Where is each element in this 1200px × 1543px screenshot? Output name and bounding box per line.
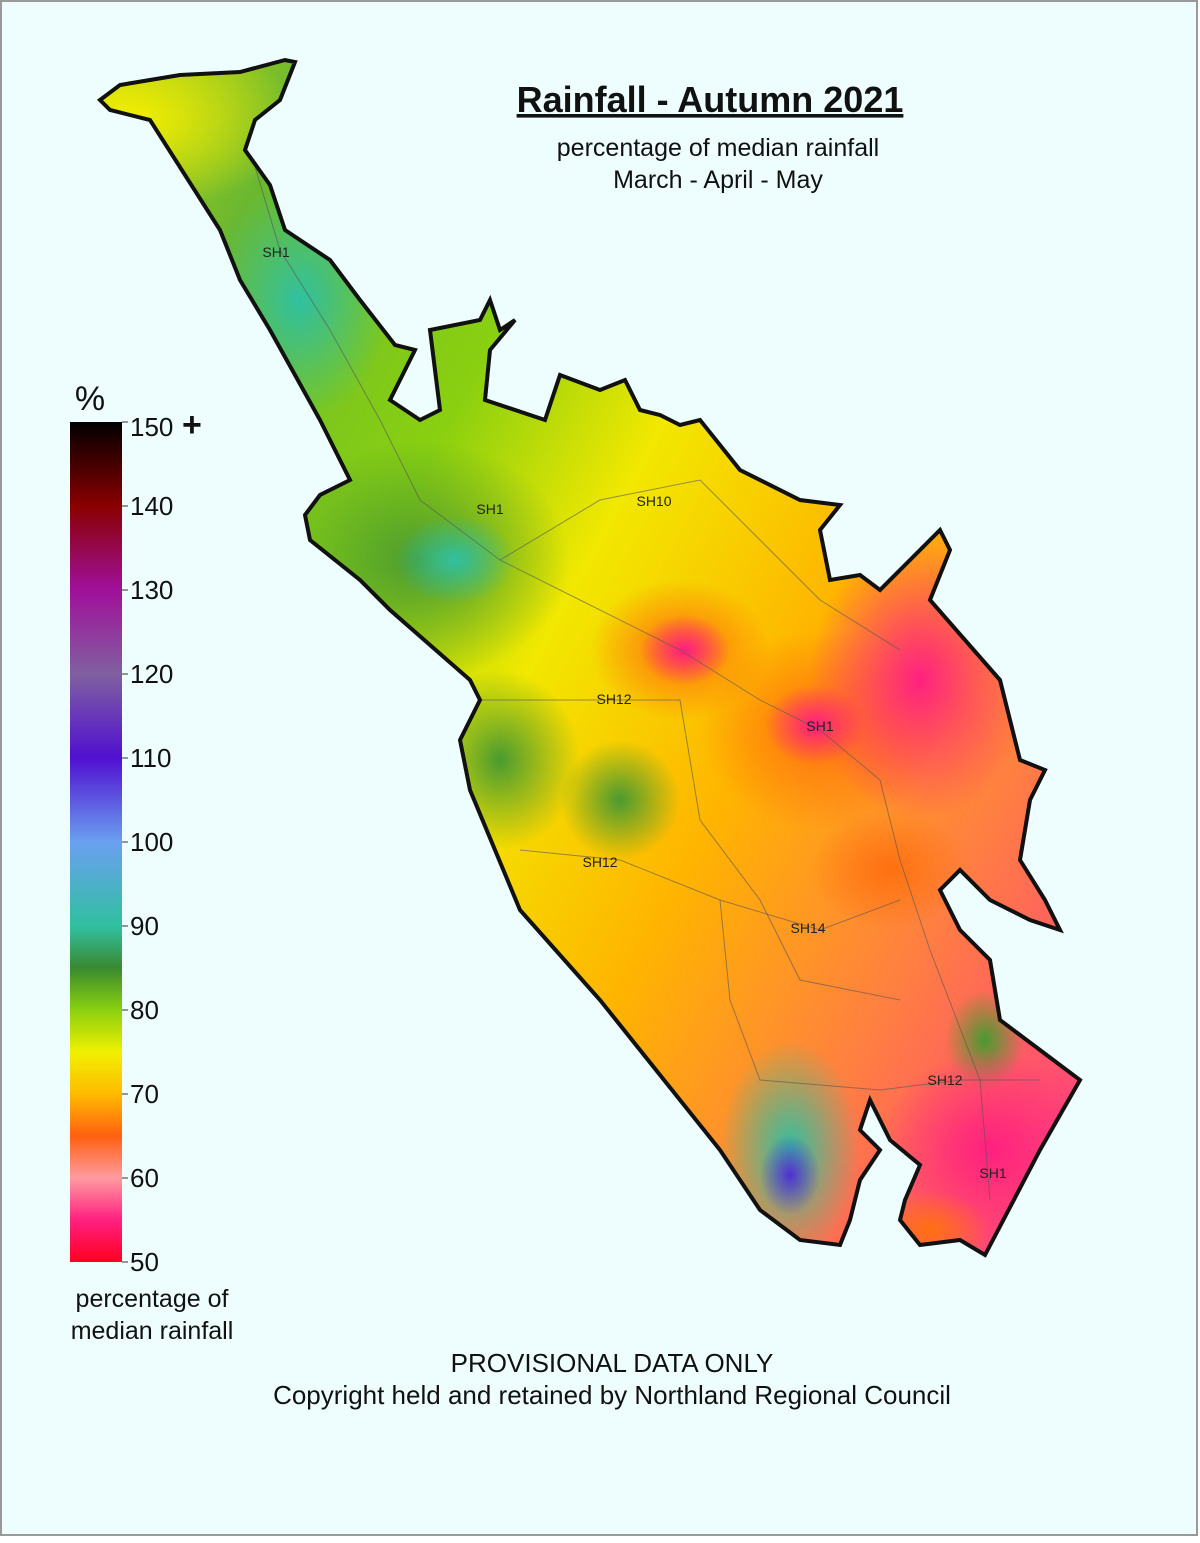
road-label: SH14 <box>790 920 825 936</box>
map-subtitle: percentage of median rainfall <box>557 134 879 162</box>
legend-tick-label: 140 <box>130 491 173 521</box>
road-label: SH10 <box>636 493 671 509</box>
road-label: SH12 <box>582 854 617 870</box>
legend-caption: median rainfall <box>71 1317 234 1345</box>
legend-tick-label: 150 <box>130 412 173 442</box>
legend-max-suffix: + <box>182 406 202 444</box>
road-label: SH1 <box>806 718 833 734</box>
legend-tick-label: 60 <box>130 1163 159 1193</box>
road-label: SH1 <box>979 1165 1006 1181</box>
legend-unit: % <box>75 380 105 418</box>
road-label: SH12 <box>927 1072 962 1088</box>
footer-note: PROVISIONAL DATA ONLY <box>451 1348 774 1378</box>
road-label: SH1 <box>476 501 503 517</box>
road-label: SH1 <box>262 244 289 260</box>
legend-tick-label: 110 <box>130 743 171 773</box>
legend-tick-label: 90 <box>130 911 159 941</box>
map-title: Rainfall - Autumn 2021 <box>517 79 904 120</box>
legend-tick-label: 120 <box>130 659 173 689</box>
footer-copyright: Copyright held and retained by Northland… <box>273 1380 951 1410</box>
legend-tick-label: 100 <box>130 827 173 857</box>
legend-tick-label: 50 <box>130 1247 159 1277</box>
legend: % + percentage of median rainfall 150 140… <box>70 380 233 1345</box>
road-label: SH12 <box>596 691 631 707</box>
color-scale <box>70 422 122 1262</box>
legend-caption: percentage of <box>76 1285 229 1313</box>
map-period: March - April - May <box>613 166 823 194</box>
legend-tick-label: 70 <box>130 1079 159 1109</box>
legend-tick-label: 80 <box>130 995 159 1025</box>
legend-tick-label: 130 <box>130 575 173 605</box>
